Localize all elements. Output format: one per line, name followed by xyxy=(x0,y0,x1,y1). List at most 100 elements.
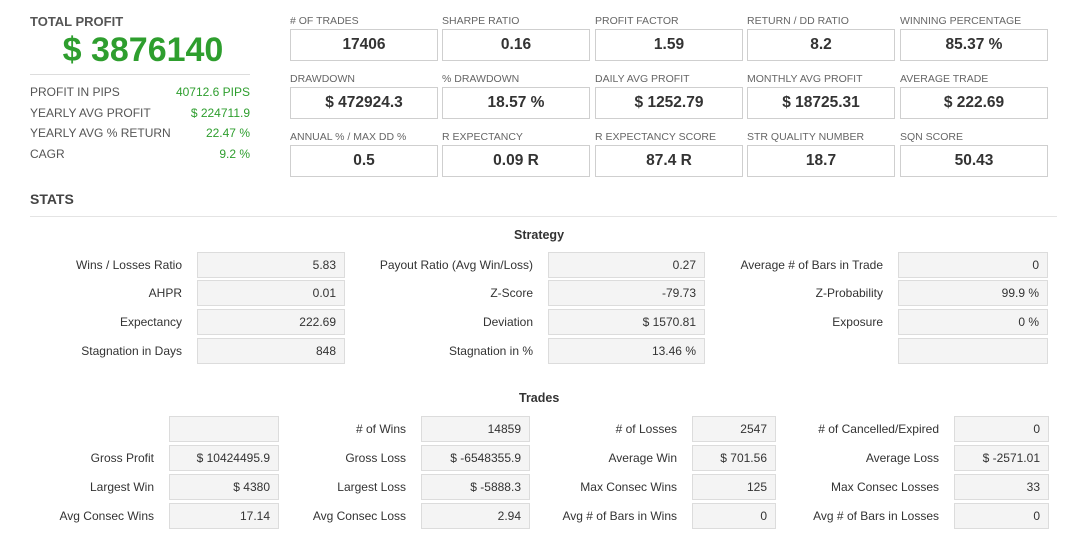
strategy-stat-value xyxy=(898,338,1048,364)
trades-stat-value: 33 xyxy=(954,474,1049,500)
trades-stat-label: Gross Loss xyxy=(345,451,406,465)
strategy-stat-value: 222.69 xyxy=(197,309,345,335)
trades-stat-label: Largest Loss xyxy=(337,480,406,494)
metric-label: PROFIT FACTOR xyxy=(595,15,679,27)
metric-card: R EXPECTANCY 0.09 R xyxy=(442,131,590,177)
strategy-stat-label: Wins / Losses Ratio xyxy=(75,258,182,272)
trades-stat-value: $ 701.56 xyxy=(692,445,776,471)
strategy-stat-label xyxy=(710,338,883,364)
metric-label: ANNUAL % / MAX DD % xyxy=(290,131,407,143)
summary-value: $ 224711.9 xyxy=(190,105,250,120)
trades-stat-value: $ -2571.01 xyxy=(954,445,1049,471)
summary-label: YEARLY AVG % RETURN xyxy=(30,126,171,140)
metric-value: 1.59 xyxy=(595,29,743,61)
trades-stat-value: 2547 xyxy=(692,416,776,442)
metric-value: 85.37 % xyxy=(900,29,1048,61)
metric-value: $ 222.69 xyxy=(900,87,1048,119)
metric-value: 8.2 xyxy=(747,29,895,61)
metric-label: RETURN / DD RATIO xyxy=(747,15,849,27)
metric-label: DAILY AVG PROFIT xyxy=(595,73,690,85)
total-profit-label: TOTAL PROFIT xyxy=(30,14,124,29)
strategy-stat-label: Stagnation in Days xyxy=(81,344,182,358)
strategy-stat-label: Z-Score xyxy=(490,286,533,300)
trades-stat-value: 0 xyxy=(954,416,1049,442)
trades-stat-value: $ -5888.3 xyxy=(421,474,530,500)
trades-stat-value: 125 xyxy=(692,474,776,500)
metric-label: STR QUALITY NUMBER xyxy=(747,131,865,143)
trades-stat-value: 17.14 xyxy=(169,503,279,529)
trades-stat-value: $ 4380 xyxy=(169,474,279,500)
trades-stat-label: Max Consec Losses xyxy=(830,480,939,494)
summary-row-cagr: CAGR 9.2 % xyxy=(30,144,250,165)
trades-stat-value: 14859 xyxy=(421,416,530,442)
strategy-stat-value: $ 1570.81 xyxy=(548,309,705,335)
trades-stat-label: Average Win xyxy=(608,451,677,465)
metric-card: DAILY AVG PROFIT $ 1252.79 xyxy=(595,73,743,119)
metric-label: R EXPECTANCY xyxy=(442,131,523,143)
metric-label: SHARPE RATIO xyxy=(442,15,520,27)
metric-value: 18.57 % xyxy=(442,87,590,119)
summary-row-yearly-profit: YEARLY AVG PROFIT $ 224711.9 xyxy=(30,103,250,124)
trades-stat-label: Avg Consec Wins xyxy=(59,509,154,523)
strategy-stat-value: 99.9 % xyxy=(898,280,1048,306)
metric-card: STR QUALITY NUMBER 18.7 xyxy=(747,131,895,177)
strategy-stat-label: Payout Ratio (Avg Win/Loss) xyxy=(379,258,533,272)
trades-stat-value: $ -6548355.9 xyxy=(421,445,530,471)
trades-stat-label: # of Wins xyxy=(355,422,406,436)
strategy-stat-label: Stagnation in % xyxy=(448,344,533,358)
metric-card: RETURN / DD RATIO 8.2 xyxy=(747,15,895,61)
summary-label: PROFIT IN PIPS xyxy=(30,85,120,99)
metric-card: SQN SCORE 50.43 xyxy=(900,131,1048,177)
metric-label: DRAWDOWN xyxy=(290,73,355,85)
metric-value: 18.7 xyxy=(747,145,895,177)
trades-stat-label: Avg Consec Loss xyxy=(312,509,406,523)
metric-value: 0.16 xyxy=(442,29,590,61)
metric-value: 0.09 R xyxy=(442,145,590,177)
trades-stat-value: $ 10424495.9 xyxy=(169,445,279,471)
metric-card: R EXPECTANCY SCORE 87.4 R xyxy=(595,131,743,177)
metric-label: R EXPECTANCY SCORE xyxy=(595,131,716,143)
summary-label: CAGR xyxy=(30,146,65,161)
strategy-heading: Strategy xyxy=(514,228,565,242)
trades-stat-value: 2.94 xyxy=(421,503,530,529)
trades-stat-value: 0 xyxy=(954,503,1049,529)
metric-value: 17406 xyxy=(290,29,438,61)
trades-stat-label: Average Loss xyxy=(865,451,939,465)
summary-label: YEARLY AVG PROFIT xyxy=(30,105,151,120)
summary-value: 40712.6 PIPS xyxy=(175,85,250,99)
total-profit-panel: TOTAL PROFIT $ 3876140 PROFIT IN PIPS 40… xyxy=(30,14,250,164)
strategy-stat-value: 848 xyxy=(197,338,345,364)
strategy-stat-label: Z-Probability xyxy=(815,286,883,300)
summary-value: 9.2 % xyxy=(219,146,250,161)
metric-value: 50.43 xyxy=(900,145,1048,177)
trades-stat-label: Max Consec Wins xyxy=(580,480,677,494)
strategy-stat-value: 13.46 % xyxy=(548,338,705,364)
strategy-stat-value: 0.01 xyxy=(197,280,345,306)
metric-card: PROFIT FACTOR 1.59 xyxy=(595,15,743,61)
strategy-stat-label: AHPR xyxy=(148,286,182,300)
trades-heading: Trades xyxy=(519,391,560,405)
trades-stat-label: # of Cancelled/Expired xyxy=(818,422,939,436)
strategy-stat-label: Deviation xyxy=(482,315,533,329)
strategy-stat-value: 0 % xyxy=(898,309,1048,335)
metric-value: 0.5 xyxy=(290,145,438,177)
trades-stat-label: # of Losses xyxy=(615,422,677,436)
summary-value: 22.47 % xyxy=(205,126,250,140)
metric-card: SHARPE RATIO 0.16 xyxy=(442,15,590,61)
metric-card: ANNUAL % / MAX DD % 0.5 xyxy=(290,131,438,177)
metric-card: # OF TRADES 17406 xyxy=(290,15,438,61)
metric-label: SQN SCORE xyxy=(900,131,964,143)
summary-row-yearly-return: YEARLY AVG % RETURN 22.47 % xyxy=(30,123,250,144)
metric-value: $ 1252.79 xyxy=(595,87,743,119)
metric-value: $ 472924.3 xyxy=(290,87,438,119)
trades-stat-value: 0 xyxy=(692,503,776,529)
metric-label: MONTHLY AVG PROFIT xyxy=(747,73,863,85)
metrics-grid: # OF TRADES 17406 SHARPE RATIO 0.16 PROFIT F… xyxy=(290,15,1048,180)
metric-card: % DRAWDOWN 18.57 % xyxy=(442,73,590,119)
metric-value: $ 18725.31 xyxy=(747,87,895,119)
metric-card: MONTHLY AVG PROFIT $ 18725.31 xyxy=(747,73,895,119)
total-profit-value: $ 3876140 xyxy=(62,31,224,69)
strategy-stat-label: Average # of Bars in Trade xyxy=(740,258,883,272)
metric-label: AVERAGE TRADE xyxy=(900,73,989,85)
metric-label: WINNING PERCENTAGE xyxy=(900,15,1022,27)
